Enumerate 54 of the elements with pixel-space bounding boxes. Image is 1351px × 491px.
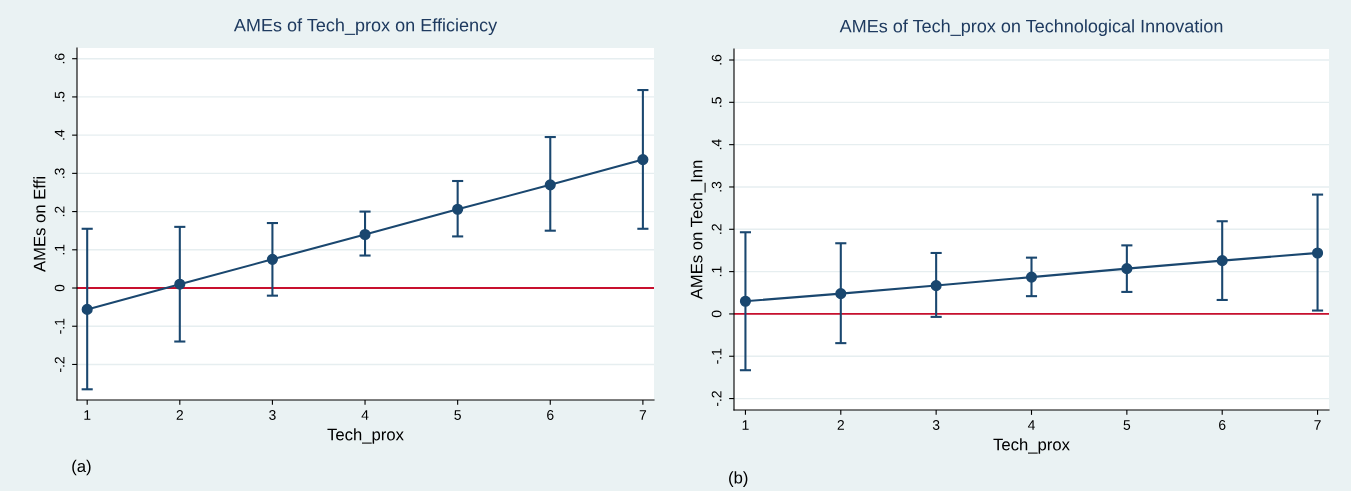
- y-tick-label: .3: [54, 168, 65, 178]
- x-axis-title: Tech_prox: [993, 438, 1070, 454]
- y-axis-title: AMEs on Tech_Inn: [690, 160, 706, 300]
- y-tick-label: .2: [711, 224, 722, 234]
- y-tick-label: .5: [711, 97, 722, 107]
- chart-title: AMEs of Tech_prox on Technological Innovation: [839, 19, 1223, 37]
- y-tick-label: 0: [711, 310, 722, 318]
- chart-title: AMEs of Tech_prox on Efficiency: [233, 18, 498, 36]
- point: [1312, 247, 1324, 259]
- point: [1025, 271, 1038, 283]
- y-axis-title: AMEs on Effi: [33, 177, 46, 272]
- x-tick-label: 7: [639, 410, 647, 420]
- x-tick-label: 1: [742, 420, 749, 430]
- y-tick-label: -.2: [711, 391, 722, 407]
- point: [835, 288, 847, 300]
- y-tick-label: .6: [54, 53, 65, 64]
- y-tick-label: -.1: [711, 348, 722, 364]
- x-tick-label: 6: [547, 410, 554, 420]
- point: [266, 253, 278, 265]
- x-tick-label: 1: [84, 410, 91, 420]
- point: [1121, 263, 1133, 275]
- y-tick-label: .3: [711, 181, 722, 192]
- y-tick-label: .2: [54, 206, 65, 217]
- text: (a): [72, 459, 91, 476]
- x-tick-label: 3: [269, 410, 276, 420]
- y-tick-label: .1: [711, 266, 722, 277]
- point: [452, 203, 464, 215]
- x-tick-label: 4: [1027, 420, 1035, 430]
- point: [174, 278, 186, 290]
- text: (b): [729, 471, 748, 487]
- y-tick-label: 0: [54, 284, 65, 292]
- y-tick-label: .5: [54, 91, 65, 102]
- point: [930, 280, 942, 292]
- point: [1216, 255, 1228, 267]
- x-tick-label: 7: [1314, 420, 1321, 430]
- y-tick-label: .4: [54, 129, 65, 140]
- y-tick-label: -.2: [54, 357, 65, 372]
- x-tick-label: 2: [176, 410, 183, 420]
- x-tick-label: 6: [1219, 420, 1226, 430]
- x-axis-title: Tech_prox: [327, 428, 404, 444]
- point: [637, 154, 649, 166]
- x-tick-label: 2: [837, 420, 844, 430]
- y-tick-label: .4: [711, 139, 722, 150]
- point: [359, 228, 371, 241]
- y-tick-label: .1: [54, 244, 65, 255]
- y-tick-label: .6: [711, 54, 722, 65]
- x-tick-label: 5: [1123, 420, 1131, 430]
- point: [81, 303, 93, 315]
- point: [739, 295, 751, 307]
- y-tick-label: -.1: [54, 318, 65, 334]
- x-tick-label: 5: [454, 410, 461, 420]
- point: [544, 179, 556, 191]
- x-tick-label: 3: [932, 420, 940, 430]
- x-tick-label: 4: [361, 410, 369, 420]
